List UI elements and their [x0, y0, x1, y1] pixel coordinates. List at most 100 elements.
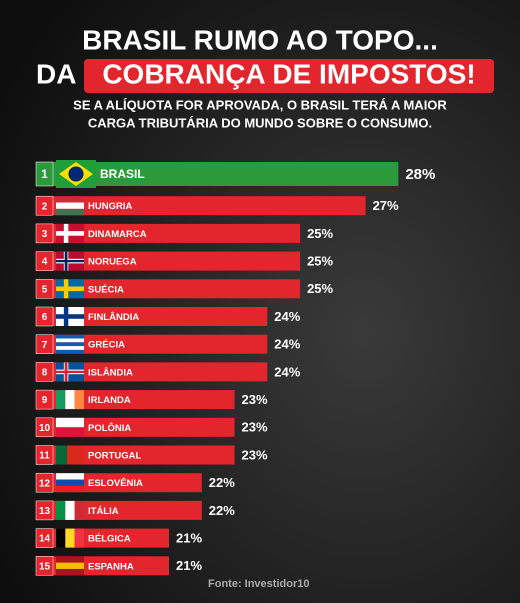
rank-box [35, 556, 54, 576]
flag [56, 259, 84, 263]
rank: 7 [42, 340, 48, 351]
category-label: ESLOVÊNIA [88, 477, 143, 489]
flag [56, 202, 84, 209]
flag [56, 286, 84, 292]
rank-box [35, 528, 54, 548]
rank: 15 [39, 561, 51, 572]
flag [56, 473, 84, 480]
rank-box [35, 445, 54, 465]
value-label: 24% [274, 364, 300, 379]
flag [56, 562, 84, 569]
bar [38, 390, 235, 410]
rank-box [35, 500, 54, 521]
rank: 2 [42, 201, 48, 212]
rank: 10 [39, 423, 51, 434]
rank-box [35, 389, 54, 410]
category-label: FINLÂNDIA [88, 311, 139, 323]
flag [56, 568, 84, 576]
rank: 6 [42, 312, 48, 323]
flag [56, 417, 84, 428]
rank: 9 [42, 395, 48, 406]
bar [38, 251, 301, 271]
category-label: ITÁLIA [88, 506, 119, 517]
value-label: 25% [307, 226, 333, 241]
rank: 11 [39, 451, 50, 462]
rank: 8 [42, 368, 48, 379]
flag [56, 500, 66, 520]
flag [64, 251, 68, 271]
category-label: SUÉCIA [88, 284, 124, 295]
category-label: NORUEGA [88, 257, 137, 268]
rank-box [35, 251, 54, 271]
category-label: IRLANDA [88, 395, 131, 406]
category-label: PORTUGAL [88, 451, 142, 462]
rank-box [35, 223, 54, 244]
subtitle: SE A ALÍQUOTA FOR APROVADA, O BRASIL TER… [73, 97, 447, 112]
flag [74, 390, 84, 410]
value-label: 21% [176, 558, 202, 573]
flag [56, 349, 84, 354]
chart-title: BRASIL RUMO AO TOPO... [82, 24, 438, 55]
bar [38, 334, 268, 354]
flag [65, 528, 75, 548]
rank: 5 [42, 284, 48, 295]
category-label: GRÉCIA [88, 340, 125, 351]
rank: 13 [39, 506, 51, 517]
flag [65, 390, 75, 410]
flag [68, 166, 84, 182]
flag [64, 362, 68, 382]
flag [56, 196, 84, 203]
value-label: 21% [176, 531, 202, 546]
flag [56, 528, 66, 548]
bar [38, 196, 366, 216]
rank: 3 [42, 229, 48, 240]
rank: 14 [39, 534, 51, 545]
flag [56, 485, 84, 493]
flag [56, 338, 84, 343]
bar [38, 223, 301, 243]
flag [74, 528, 84, 548]
chart-title-line2: DA [36, 58, 76, 89]
flag [67, 445, 84, 465]
value-label: 23% [242, 392, 268, 407]
flag [56, 556, 84, 563]
rank-box [35, 161, 54, 187]
rank-box [35, 306, 54, 327]
rank: 1 [41, 167, 48, 181]
title-highlight-box [84, 59, 494, 93]
source: Fonte: Investidor10 [208, 578, 309, 590]
chart-title-highlight: COBRANÇA DE IMPOSTOS! [102, 58, 475, 89]
flag [56, 314, 84, 319]
bar [38, 307, 268, 326]
rank-box [35, 362, 54, 382]
subtitle: CARGA TRIBUTÁRIA DO MUNDO SOBRE O CONSUM… [88, 115, 432, 130]
flag [65, 500, 75, 520]
value-label: 27% [373, 198, 399, 213]
bar [38, 362, 268, 382]
flag [63, 307, 69, 326]
flag [56, 231, 84, 236]
category-label: HUNGRIA [88, 201, 132, 212]
category-label: POLÔNIA [88, 422, 131, 434]
bar [38, 417, 235, 437]
value-label: 25% [307, 254, 333, 269]
category-label: BÉLGICA [88, 534, 131, 545]
rank: 4 [42, 257, 48, 268]
rank-box [35, 472, 54, 493]
category-label: BRASIL [100, 167, 145, 181]
bar [38, 279, 301, 299]
flag [63, 223, 69, 243]
flag [63, 279, 69, 299]
rank: 12 [39, 478, 51, 489]
flag [56, 390, 66, 410]
flag [56, 445, 68, 465]
value-label: 28% [405, 166, 435, 183]
category-label: DINAMARCA [88, 229, 147, 240]
rank-box [35, 334, 54, 354]
value-label: 24% [274, 309, 300, 324]
rank-box [35, 195, 54, 216]
category-label: ESPANHA [88, 561, 134, 572]
category-label: ISLÂNDIA [88, 366, 133, 378]
value-label: 23% [242, 447, 268, 462]
